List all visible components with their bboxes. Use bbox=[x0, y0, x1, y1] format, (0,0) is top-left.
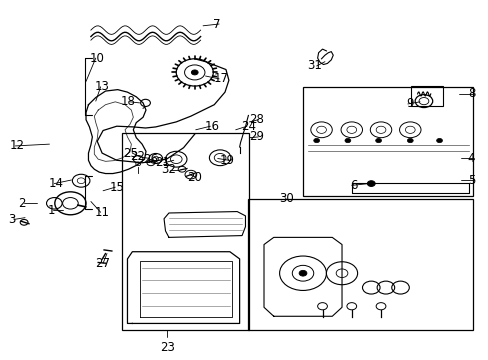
Text: 5: 5 bbox=[467, 174, 474, 186]
Text: 10: 10 bbox=[90, 51, 104, 64]
Circle shape bbox=[366, 181, 374, 186]
Text: 22: 22 bbox=[130, 150, 145, 163]
Text: 9: 9 bbox=[406, 98, 413, 111]
Text: 11: 11 bbox=[95, 206, 110, 219]
Text: 18: 18 bbox=[121, 95, 136, 108]
Text: 16: 16 bbox=[204, 120, 219, 133]
Text: 27: 27 bbox=[95, 257, 110, 270]
Text: 1: 1 bbox=[47, 204, 55, 217]
Circle shape bbox=[313, 138, 319, 143]
Text: 23: 23 bbox=[160, 341, 175, 354]
Text: 17: 17 bbox=[213, 72, 228, 85]
Circle shape bbox=[375, 138, 381, 143]
Text: 19: 19 bbox=[219, 154, 234, 167]
Text: 21: 21 bbox=[155, 156, 169, 169]
Circle shape bbox=[191, 70, 198, 75]
Text: 28: 28 bbox=[248, 113, 264, 126]
Text: 13: 13 bbox=[95, 80, 109, 93]
Text: 20: 20 bbox=[186, 171, 201, 184]
Text: 24: 24 bbox=[241, 120, 256, 133]
Text: 29: 29 bbox=[248, 130, 264, 144]
Text: 12: 12 bbox=[9, 139, 24, 152]
Text: 6: 6 bbox=[349, 179, 357, 192]
Circle shape bbox=[407, 138, 412, 143]
Text: 15: 15 bbox=[109, 181, 124, 194]
Text: 2: 2 bbox=[18, 197, 26, 210]
Circle shape bbox=[344, 138, 350, 143]
Text: 7: 7 bbox=[213, 18, 221, 31]
Text: 8: 8 bbox=[467, 87, 474, 100]
Bar bbox=[303, 87, 472, 196]
Text: 32: 32 bbox=[161, 163, 176, 176]
Text: 14: 14 bbox=[48, 177, 63, 190]
Text: 31: 31 bbox=[307, 59, 322, 72]
Text: 3: 3 bbox=[8, 213, 15, 226]
Text: 30: 30 bbox=[279, 192, 294, 205]
Text: 4: 4 bbox=[467, 152, 474, 165]
Text: 25: 25 bbox=[123, 147, 138, 159]
Circle shape bbox=[299, 270, 306, 276]
Bar bbox=[122, 134, 249, 330]
Circle shape bbox=[436, 138, 442, 143]
Bar bbox=[248, 199, 472, 330]
Text: 26: 26 bbox=[143, 153, 158, 166]
